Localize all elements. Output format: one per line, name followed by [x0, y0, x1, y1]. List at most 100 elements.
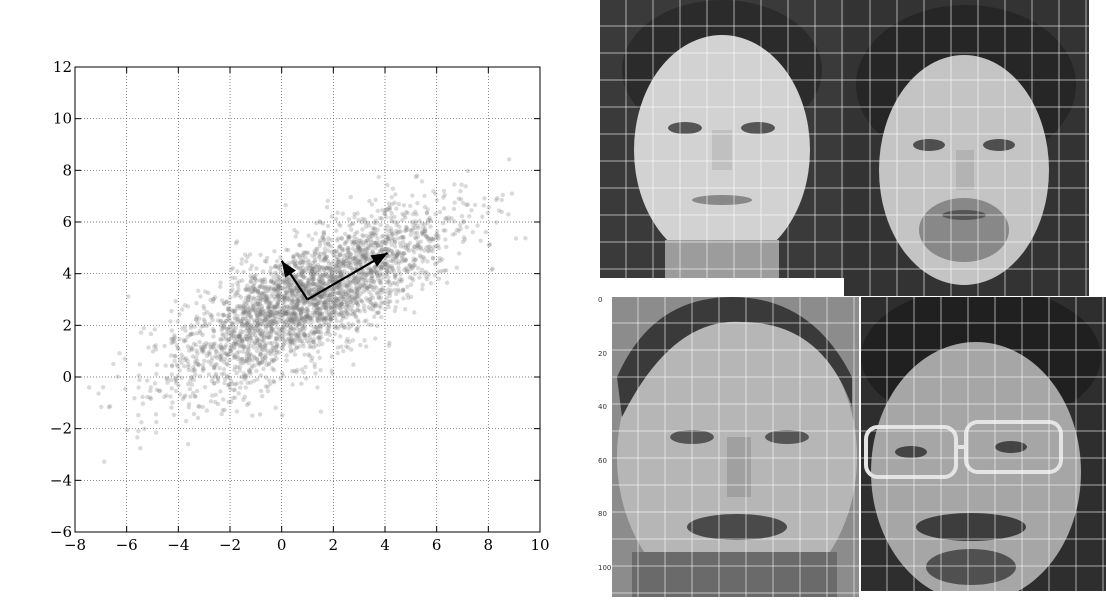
scatter-point: [278, 262, 283, 268]
scatter-point: [363, 280, 368, 285]
scatter-point: [337, 244, 343, 249]
scatter-point: [416, 266, 421, 271]
scatter-point: [245, 326, 250, 331]
scatter-point: [355, 287, 360, 292]
scatter-point: [364, 273, 369, 278]
scatter-point: [259, 349, 264, 354]
scatter-point: [273, 319, 278, 325]
scatter-point: [337, 312, 342, 317]
scatter-point: [361, 271, 366, 276]
scatter-point: [330, 338, 335, 344]
scatter-point: [277, 297, 283, 302]
scatter-point: [452, 200, 457, 205]
scatter-point: [194, 317, 199, 322]
scatter-point: [215, 375, 220, 380]
scatter-point: [315, 335, 321, 340]
scatter-point: [209, 313, 215, 318]
scatter-point: [304, 306, 309, 312]
scatter-point: [326, 241, 331, 247]
scatter-point: [317, 323, 322, 328]
scatter-point: [314, 247, 319, 252]
scatter-point: [373, 220, 379, 225]
scatter-point: [269, 348, 274, 353]
scatter-point: [369, 276, 374, 281]
scatter-point: [353, 276, 359, 281]
scatter-point: [260, 310, 266, 316]
scatter-point: [238, 328, 243, 334]
scatter-point: [370, 231, 376, 237]
scatter-point: [415, 230, 420, 235]
scatter-point: [250, 363, 255, 369]
scatter-point: [398, 250, 403, 256]
scatter-point: [313, 371, 318, 376]
scatter-point: [368, 281, 374, 286]
scatter-point: [240, 340, 245, 345]
scatter-point: [365, 251, 370, 256]
scatter-point: [389, 269, 394, 274]
scatter-point: [307, 263, 313, 268]
scatter-point: [239, 261, 244, 266]
scatter-point: [251, 378, 256, 384]
scatter-point: [262, 291, 267, 296]
scatter-point: [335, 250, 340, 255]
scatter-point: [295, 252, 300, 258]
scatter-point: [174, 380, 179, 386]
scatter-point: [201, 323, 206, 329]
scatter-point: [296, 297, 301, 302]
scatter-point: [321, 280, 326, 286]
scatter-point: [422, 222, 428, 227]
scatter-point: [348, 262, 354, 268]
scatter-point: [367, 266, 372, 271]
scatter-point: [298, 338, 303, 344]
scatter-point: [318, 324, 324, 329]
scatter-point: [331, 300, 336, 305]
scatter-point: [301, 324, 307, 329]
scatter-point: [397, 277, 403, 282]
scatter-point: [266, 305, 271, 311]
scatter-point: [241, 374, 246, 379]
scatter-point: [397, 224, 402, 229]
scatter-point: [297, 307, 302, 312]
scatter-point: [297, 265, 302, 271]
scatter-point: [276, 300, 281, 305]
scatter-point: [317, 282, 323, 287]
scatter-point: [325, 313, 330, 318]
scatter-point: [318, 409, 324, 414]
scatter-point: [237, 365, 243, 370]
scatter-point: [175, 374, 180, 379]
scatter-point: [227, 301, 232, 306]
scatter-point: [206, 342, 211, 347]
scatter-point: [340, 304, 345, 309]
scatter-point: [250, 413, 255, 418]
scatter-point: [211, 342, 217, 347]
scatter-point: [426, 244, 431, 249]
scatter-point: [259, 306, 265, 311]
scatter-point: [302, 270, 307, 275]
scatter-point: [299, 271, 304, 276]
scatter-point: [371, 230, 377, 236]
scatter-point: [264, 294, 269, 299]
scatter-point: [403, 242, 409, 248]
scatter-point: [319, 311, 325, 316]
scatter-point: [328, 304, 333, 310]
scatter-point: [200, 345, 205, 351]
scatter-point: [185, 344, 190, 349]
scatter-point: [419, 229, 425, 235]
scatter-point: [441, 188, 447, 194]
scatter-point: [389, 265, 395, 270]
scatter-point: [374, 272, 380, 278]
scatter-point: [290, 289, 296, 294]
scatter-point: [294, 230, 300, 235]
scatter-point: [242, 358, 247, 364]
scatter-point: [487, 242, 493, 247]
scatter-point: [283, 290, 288, 295]
scatter-point: [369, 267, 374, 273]
scatter-point: [289, 313, 295, 318]
scatter-point: [288, 318, 293, 323]
scatter-point: [125, 427, 130, 433]
scatter-point: [335, 276, 340, 282]
scatter-point: [295, 306, 300, 311]
scatter-point: [304, 314, 309, 320]
scatter-point: [202, 385, 208, 390]
scatter-point: [302, 319, 307, 325]
